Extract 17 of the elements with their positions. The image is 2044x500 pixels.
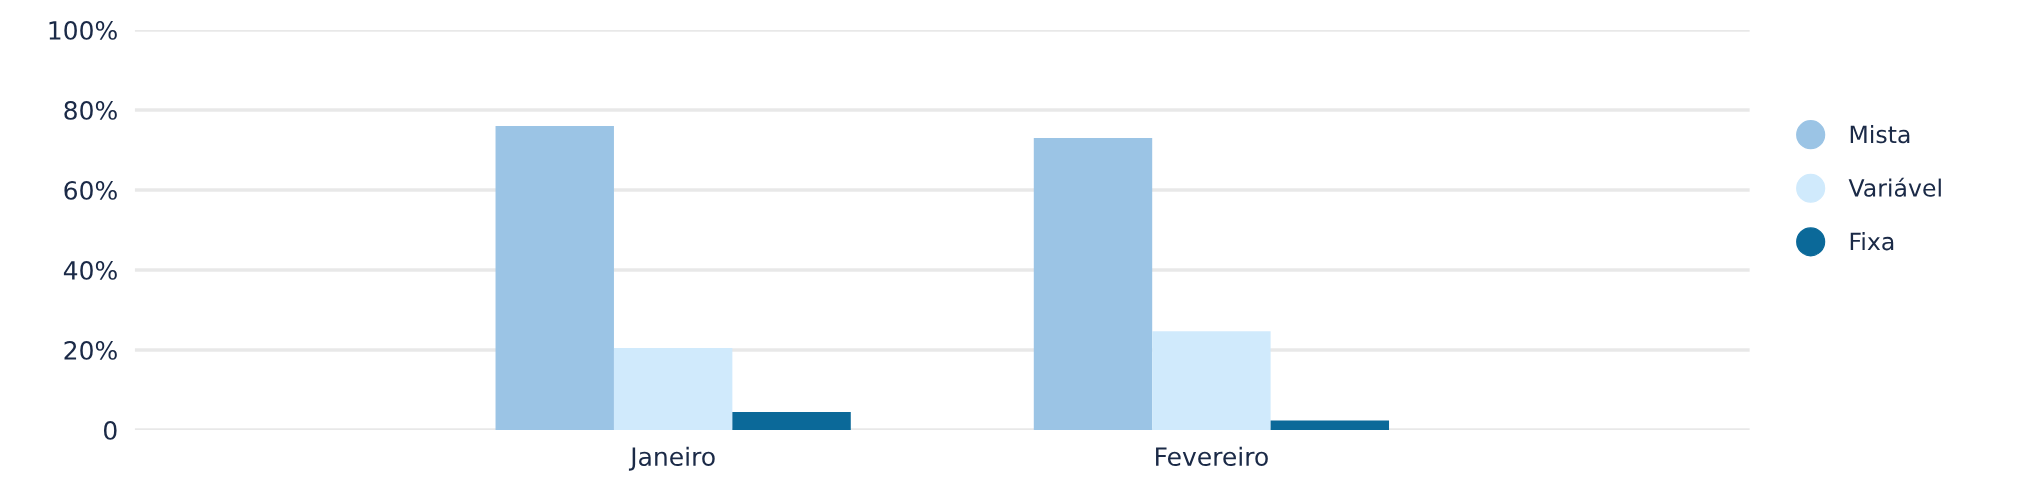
legend-label: Variável xyxy=(1848,177,1941,197)
x-tick-label: Fevereiro xyxy=(1156,446,1268,467)
legend-label: Mista xyxy=(1850,125,1910,144)
bar xyxy=(1270,420,1390,430)
bar xyxy=(732,412,851,430)
bar xyxy=(1033,138,1153,430)
y-tick-label: 100% xyxy=(49,20,117,40)
y-tick-label: 20% xyxy=(64,340,117,360)
bar xyxy=(613,348,733,430)
legend-label: Fixa xyxy=(1850,232,1894,251)
x-tick-label: Janeiro xyxy=(628,446,715,471)
y-tick-label: 80% xyxy=(64,100,117,120)
y-tick-label: 40% xyxy=(63,260,117,280)
y-tick-label: 0 xyxy=(103,420,117,440)
bar xyxy=(495,126,614,430)
bar xyxy=(1152,331,1271,430)
y-tick-label: 60% xyxy=(64,180,117,200)
